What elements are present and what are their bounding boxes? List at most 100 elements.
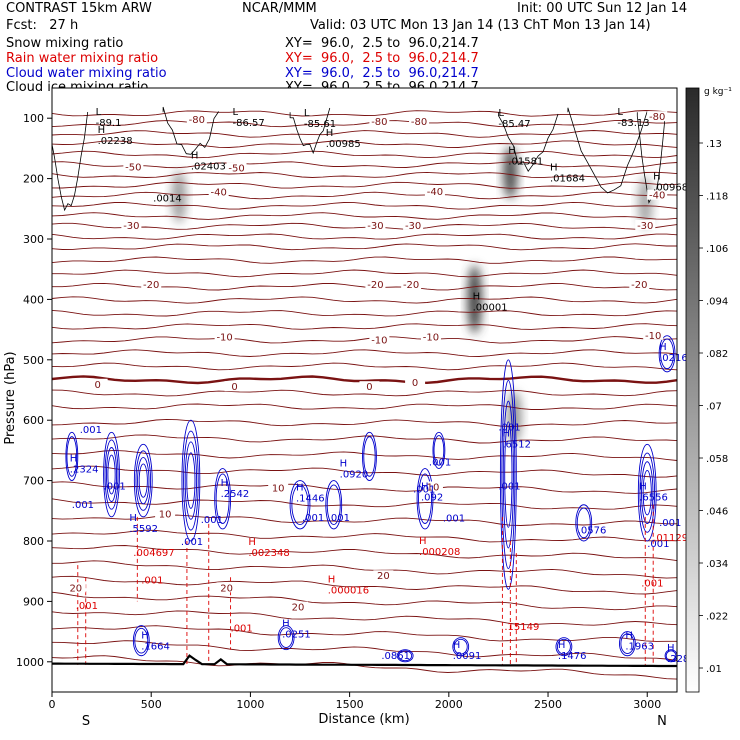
temperature-label: 0 bbox=[366, 382, 372, 393]
cloud-water-max-marker: H bbox=[141, 631, 149, 642]
cloud-water-contour bbox=[289, 480, 311, 530]
temperature-label: 10 bbox=[159, 510, 172, 521]
temperature-label-bg bbox=[629, 279, 650, 290]
temperature-isoline bbox=[52, 418, 677, 427]
field-label-snow: Snow mixing ratio bbox=[6, 36, 124, 51]
temperature-isoline bbox=[52, 336, 677, 344]
temperature-isoline bbox=[52, 449, 677, 461]
cloud-water-max-marker: H bbox=[421, 482, 429, 493]
cloud-water-contour bbox=[135, 450, 152, 511]
cloud-water-contour bbox=[556, 638, 571, 655]
cloud-water-contour bbox=[138, 463, 148, 498]
cloud-water-contour bbox=[416, 468, 434, 530]
y-tick-label: 1000 bbox=[16, 656, 44, 669]
cloud-water-max-value: .0920 bbox=[340, 470, 369, 481]
cloud-water-max-value: .2324 bbox=[70, 465, 99, 476]
snow-max-marker: L bbox=[617, 107, 623, 118]
snow-shade-blob bbox=[503, 146, 518, 199]
cloud-water-max-value: .6556 bbox=[639, 493, 668, 504]
x-tick-label: 2000 bbox=[435, 698, 463, 711]
x-axis-label: Distance (km) bbox=[318, 712, 409, 727]
snow-max-marker: L bbox=[304, 108, 310, 119]
temperature-isoline bbox=[52, 655, 677, 680]
cloud-water-contour bbox=[452, 637, 470, 657]
x-tick-label: 1000 bbox=[236, 698, 264, 711]
temperature-label-bg bbox=[155, 508, 176, 519]
cloud-water-max-marker: H bbox=[659, 342, 667, 353]
temperature-label: -50 bbox=[125, 162, 141, 173]
temperature-label-bg bbox=[635, 219, 656, 230]
cloud-water-contour bbox=[184, 441, 198, 520]
temperature-label-bg bbox=[369, 116, 390, 127]
temperature-label-bg bbox=[226, 162, 247, 173]
rain-max-marker: H bbox=[248, 537, 256, 548]
plot-frame bbox=[51, 87, 678, 693]
cloud-water-max-value: .001 bbox=[647, 539, 669, 550]
colorbar-label: .022 bbox=[706, 612, 728, 623]
temperature-isoline bbox=[52, 233, 677, 240]
cloud-water-contour bbox=[433, 435, 445, 466]
cloud-water-contour bbox=[325, 480, 343, 530]
snow-max-marker: H bbox=[508, 146, 516, 157]
snow-max-marker: H bbox=[191, 151, 199, 162]
north-label: N bbox=[657, 714, 667, 729]
cloud-water-contour bbox=[277, 625, 295, 651]
cloud-water-contour bbox=[502, 400, 514, 549]
model-title: CONTRAST 15km ARW bbox=[6, 1, 152, 16]
temperature-label-bg bbox=[365, 219, 386, 230]
cloud-water-contour bbox=[639, 452, 656, 533]
cloud-water-contour bbox=[418, 473, 432, 524]
temperature-label: -40 bbox=[210, 188, 226, 199]
temperature-isoline bbox=[52, 269, 677, 278]
forecast-hour: Fcst: 27 h bbox=[6, 18, 79, 33]
cloud-water-contour bbox=[398, 650, 413, 662]
snow-contour bbox=[567, 107, 648, 194]
snow-contour bbox=[636, 112, 666, 204]
temperature-label: -10 bbox=[216, 333, 232, 344]
cloud-water-contour bbox=[132, 625, 150, 657]
cloud-water-max-marker: H bbox=[282, 619, 290, 630]
temperature-isoline bbox=[52, 640, 677, 661]
temperature-label: -40 bbox=[649, 191, 665, 202]
cloud-water-contour bbox=[641, 461, 654, 525]
temperature-label-bg bbox=[405, 376, 426, 387]
cloud-water-contour bbox=[214, 468, 232, 530]
colorbar-label: .082 bbox=[706, 349, 728, 360]
plot-area: -80 -80 -80 -80 -50 -50 -40 -40 -40 -30 -30 -30 -30 -… bbox=[51, 87, 689, 693]
snow-max-marker: H bbox=[473, 291, 481, 302]
temperature-label-bg bbox=[424, 186, 445, 197]
cloud-water-contour bbox=[215, 473, 230, 524]
temperature-label-bg bbox=[208, 186, 229, 197]
cloud-water-contour bbox=[279, 627, 294, 648]
temperature-isoline bbox=[52, 575, 677, 595]
cloud-water-contours bbox=[65, 335, 677, 663]
temperature-label-bg bbox=[403, 219, 424, 230]
colorbar-gradient bbox=[685, 87, 700, 693]
temperature-label: -50 bbox=[228, 164, 244, 175]
snow-contour bbox=[162, 106, 220, 155]
temperature-isoline bbox=[52, 349, 677, 357]
cloud-water-max-value: .0216 bbox=[659, 353, 688, 364]
cloud-water-max-value: .001 bbox=[659, 518, 681, 529]
x-tick-label: 3000 bbox=[633, 698, 661, 711]
cloud-water-max-value: .001 bbox=[104, 482, 126, 493]
temperature-isoline bbox=[52, 140, 677, 148]
cloud-water-contour bbox=[642, 470, 652, 516]
snow-max-marker: L bbox=[498, 108, 504, 119]
y-tick-label: 600 bbox=[23, 414, 44, 427]
cloud-water-contour bbox=[134, 627, 149, 654]
colorbar-label: .07 bbox=[706, 402, 722, 413]
temperature-label-bg bbox=[224, 381, 245, 392]
cloud-water-contour bbox=[619, 631, 636, 657]
cloud-water-contour bbox=[555, 637, 573, 657]
temperature-label-bg bbox=[643, 329, 664, 340]
cloud-water-max-marker: H bbox=[340, 459, 348, 470]
cloud-water-max-marker: H bbox=[625, 631, 633, 642]
cloud-water-max-value: .001 bbox=[181, 537, 203, 548]
temperature-isoline bbox=[52, 212, 677, 220]
cloud-water-contour bbox=[363, 436, 376, 477]
temperature-label: 10 bbox=[272, 484, 285, 495]
rain-max-marker: H bbox=[328, 575, 336, 586]
temperature-label: -20 bbox=[631, 280, 647, 291]
cloud-water-contour bbox=[104, 439, 119, 510]
